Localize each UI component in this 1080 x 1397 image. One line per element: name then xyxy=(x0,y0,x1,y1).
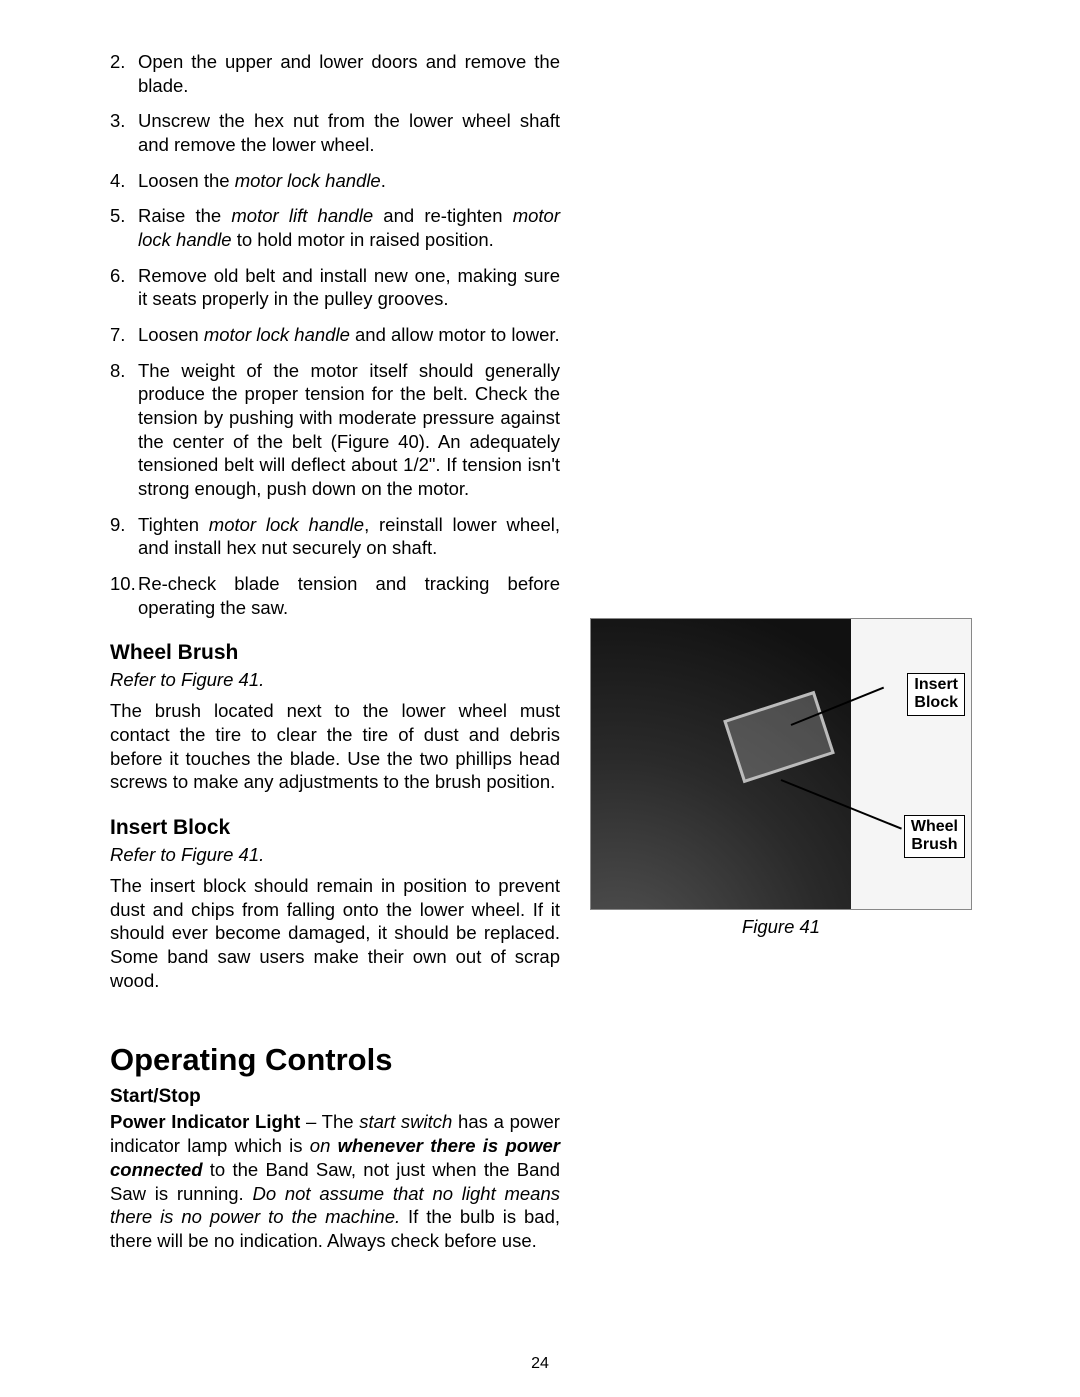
page-number: 24 xyxy=(0,1355,1080,1373)
step-number: 9. xyxy=(110,513,138,560)
step-text: Loosen the motor lock handle. xyxy=(138,169,560,193)
figure-panel-area xyxy=(851,619,971,909)
step-number: 4. xyxy=(110,169,138,193)
list-item: 3.Unscrew the hex nut from the lower whe… xyxy=(110,109,560,156)
numbered-steps-list: 2.Open the upper and lower doors and rem… xyxy=(110,50,560,619)
step-text: Re-check blade tension and tracking befo… xyxy=(138,572,560,619)
step-number: 8. xyxy=(110,359,138,501)
list-item: 6.Remove old belt and install new one, m… xyxy=(110,264,560,311)
left-column: 2.Open the upper and lower doors and rem… xyxy=(110,50,560,1265)
two-column-layout: 2.Open the upper and lower doors and rem… xyxy=(110,50,970,1265)
step-number: 6. xyxy=(110,264,138,311)
start-stop-heading: Start/Stop xyxy=(110,1086,560,1108)
figure-41-image: InsertBlock WheelBrush xyxy=(590,618,972,910)
list-item: 7.Loosen motor lock handle and allow mot… xyxy=(110,323,560,347)
start-stop-paragraph: Power Indicator Light – The start switch… xyxy=(110,1110,560,1252)
insert-block-heading: Insert Block xyxy=(110,816,560,840)
document-page: 2.Open the upper and lower doors and rem… xyxy=(0,0,1080,1397)
operating-controls-heading: Operating Controls xyxy=(110,1042,560,1078)
list-item: 4.Loosen the motor lock handle. xyxy=(110,169,560,193)
list-item: 2.Open the upper and lower doors and rem… xyxy=(110,50,560,97)
step-text: The weight of the motor itself should ge… xyxy=(138,359,560,501)
step-text: Loosen motor lock handle and allow motor… xyxy=(138,323,560,347)
step-number: 10. xyxy=(110,572,138,619)
figure-label-wheel-brush: WheelBrush xyxy=(904,815,965,858)
insert-block-paragraph: The insert block should remain in positi… xyxy=(110,874,560,992)
step-number: 7. xyxy=(110,323,138,347)
list-item: 10.Re-check blade tension and tracking b… xyxy=(110,572,560,619)
wheel-brush-paragraph: The brush located next to the lower whee… xyxy=(110,699,560,794)
step-number: 2. xyxy=(110,50,138,97)
step-text: Raise the motor lift handle and re-tight… xyxy=(138,204,560,251)
figure-wheel-area xyxy=(591,619,851,909)
step-number: 5. xyxy=(110,204,138,251)
figure-41-caption: Figure 41 xyxy=(590,916,972,938)
wheel-brush-refer: Refer to Figure 41. xyxy=(110,669,560,691)
step-text: Tighten motor lock handle, reinstall low… xyxy=(138,513,560,560)
list-item: 8.The weight of the motor itself should … xyxy=(110,359,560,501)
list-item: 9.Tighten motor lock handle, reinstall l… xyxy=(110,513,560,560)
step-text: Unscrew the hex nut from the lower wheel… xyxy=(138,109,560,156)
wheel-brush-heading: Wheel Brush xyxy=(110,641,560,665)
figure-41-block: InsertBlock WheelBrush Figure 41 xyxy=(590,618,972,938)
step-text: Open the upper and lower doors and remov… xyxy=(138,50,560,97)
insert-block-refer: Refer to Figure 41. xyxy=(110,844,560,866)
step-text: Remove old belt and install new one, mak… xyxy=(138,264,560,311)
figure-label-insert-block: InsertBlock xyxy=(907,673,965,716)
step-number: 3. xyxy=(110,109,138,156)
right-column: InsertBlock WheelBrush Figure 41 xyxy=(590,50,972,1265)
list-item: 5.Raise the motor lift handle and re-tig… xyxy=(110,204,560,251)
